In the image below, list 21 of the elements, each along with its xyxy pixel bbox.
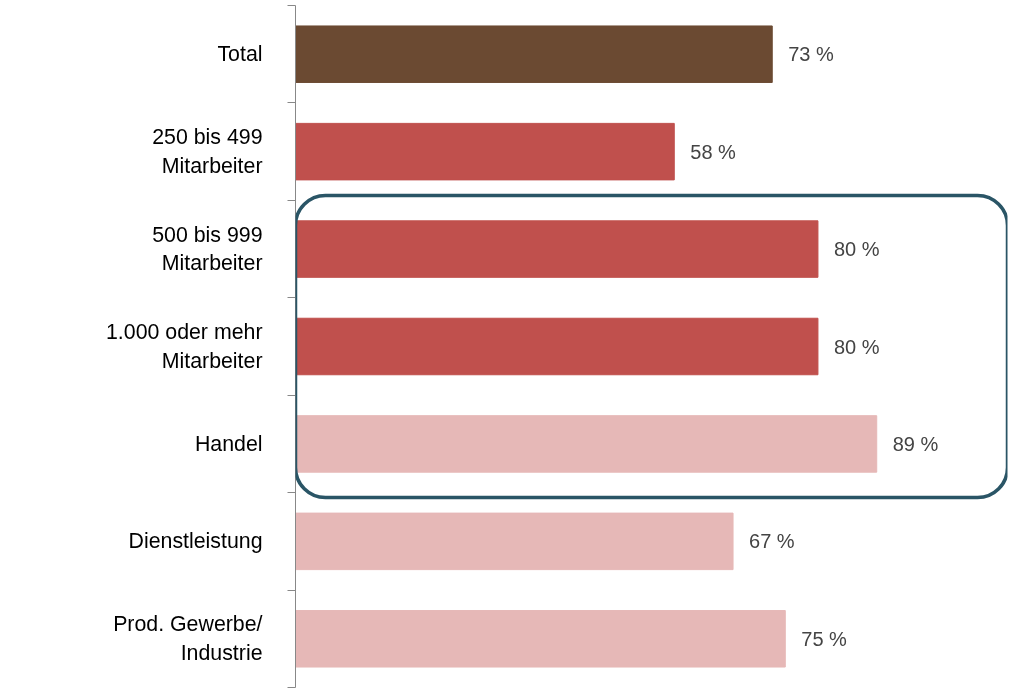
- bar: [295, 512, 734, 571]
- bar: [295, 610, 786, 668]
- data-label: 89 %: [892, 432, 939, 455]
- data-label: 58 %: [690, 140, 737, 163]
- y-tick-label: 1.000 oder mehr Mitarbeiter: [106, 320, 263, 373]
- y-tick-label: 500 bis 999 Mitarbeiter: [152, 222, 263, 276]
- data-label: 75 %: [801, 627, 848, 650]
- bar: [295, 220, 819, 278]
- bar: [295, 415, 878, 473]
- data-label: 73 %: [788, 43, 835, 66]
- y-tick-label: Total: [217, 42, 263, 67]
- bar: [295, 25, 773, 83]
- y-tick-label: Dienstleistung: [128, 529, 263, 554]
- data-label: 80 %: [833, 335, 880, 358]
- y-tick-label: Handel: [194, 431, 263, 456]
- bar: [295, 317, 819, 376]
- bar: [295, 122, 675, 181]
- y-tick-label: Prod. Gewerbe/ Industrie: [113, 612, 263, 666]
- data-label: 80 %: [833, 238, 880, 261]
- y-tick-label: 250 bis 499 Mitarbeiter: [152, 125, 263, 179]
- data-label: 67 %: [749, 530, 795, 553]
